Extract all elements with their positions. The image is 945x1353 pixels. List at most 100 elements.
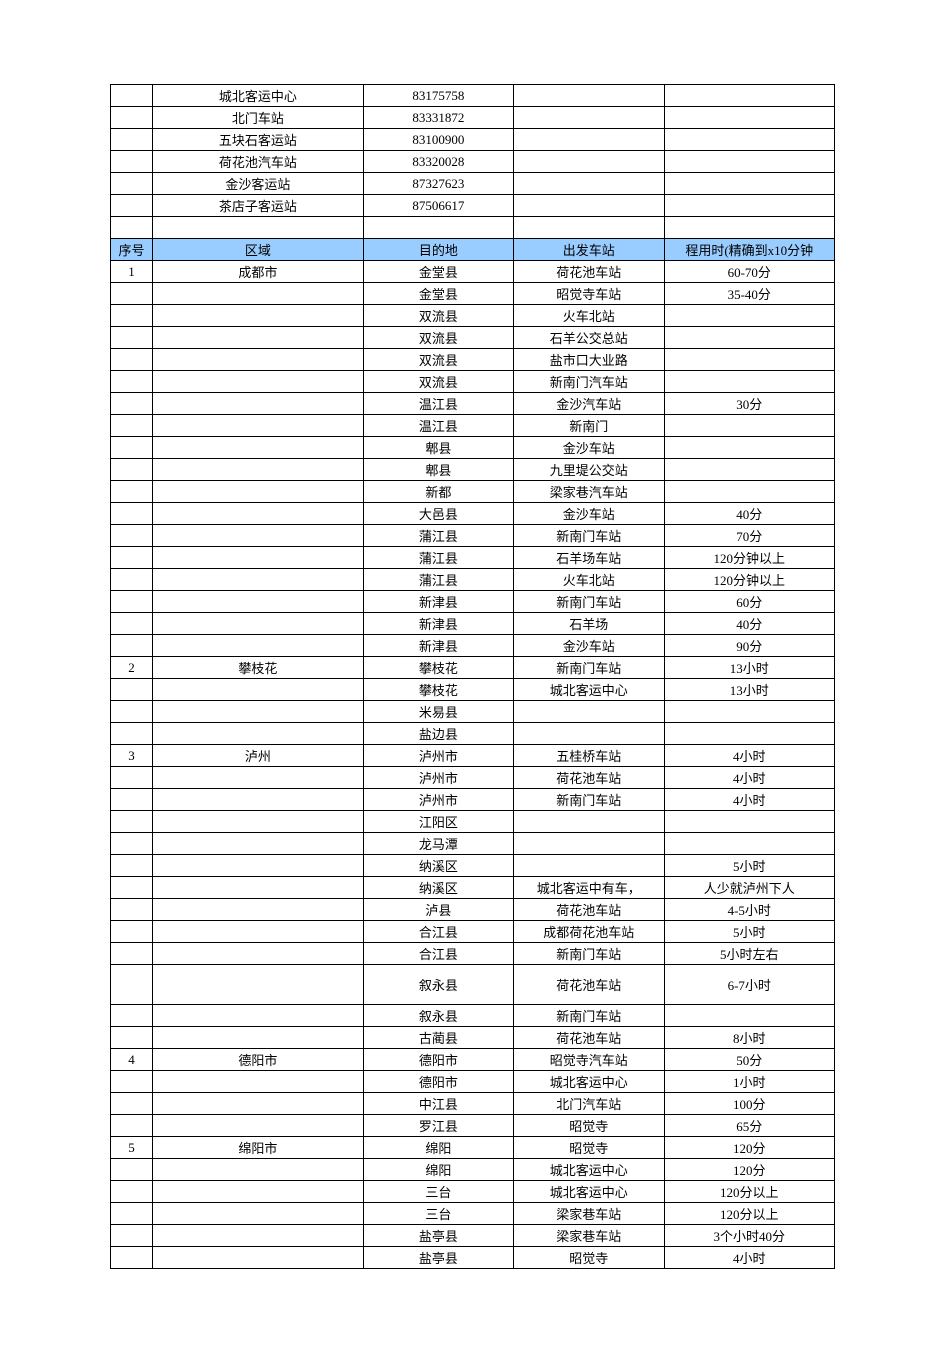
table-cell: 100分	[664, 1093, 835, 1115]
table-cell: 荷花池汽车站	[153, 151, 364, 173]
table-cell	[153, 877, 364, 899]
table-cell	[111, 107, 153, 129]
table-cell: 金堂县	[363, 261, 513, 283]
table-cell	[111, 85, 153, 107]
table-cell: 2	[111, 657, 153, 679]
table-cell: 昭觉寺	[514, 1115, 664, 1137]
table-cell	[111, 569, 153, 591]
table-row: 绵阳城北客运中心120分	[111, 1159, 835, 1181]
table-cell: 120分以上	[664, 1203, 835, 1225]
table-cell	[153, 525, 364, 547]
table-cell: 120分钟以上	[664, 569, 835, 591]
table-cell: 83175758	[363, 85, 513, 107]
table-cell	[111, 349, 153, 371]
table-row: 荷花池汽车站83320028	[111, 151, 835, 173]
table-row: 3泸州泸州市五桂桥车站4小时	[111, 745, 835, 767]
table-row: 纳溪区城北客运中有车，人少就泸州下人	[111, 877, 835, 899]
table-cell	[153, 1247, 364, 1269]
table-cell: 新南门车站	[514, 591, 664, 613]
table-cell: 人少就泸州下人	[664, 877, 835, 899]
table-cell: 罗江县	[363, 1115, 513, 1137]
table-cell: 火车北站	[514, 305, 664, 327]
table-cell	[664, 129, 835, 151]
table-cell	[664, 701, 835, 723]
table-cell: 120分	[664, 1137, 835, 1159]
table-cell: 新南门车站	[514, 789, 664, 811]
table-row: 中江县北门汽车站100分	[111, 1093, 835, 1115]
table-cell	[664, 371, 835, 393]
table-row: 2攀枝花攀枝花新南门车站13小时	[111, 657, 835, 679]
table-cell: 新南门车站	[514, 657, 664, 679]
table-cell	[514, 151, 664, 173]
table-cell	[153, 613, 364, 635]
table-cell: 泸州市	[363, 789, 513, 811]
table-row: 罗江县昭觉寺65分	[111, 1115, 835, 1137]
table-cell	[514, 723, 664, 745]
table-cell	[111, 855, 153, 877]
table-cell: 茶店子客运站	[153, 195, 364, 217]
table-cell: 成都市	[153, 261, 364, 283]
table-cell: 新南门汽车站	[514, 371, 664, 393]
table-cell	[111, 723, 153, 745]
table-cell	[664, 811, 835, 833]
table-cell	[153, 371, 364, 393]
table-cell: 城北客运中心	[514, 1071, 664, 1093]
table-cell: 城北客运中心	[514, 1181, 664, 1203]
table-cell: 双流县	[363, 349, 513, 371]
table-cell	[514, 833, 664, 855]
table-cell: 蒲江县	[363, 569, 513, 591]
table-row: 合江县新南门车站5小时左右	[111, 943, 835, 965]
table-cell: 金沙车站	[514, 503, 664, 525]
table-cell	[111, 481, 153, 503]
table-cell: 50分	[664, 1049, 835, 1071]
table-cell: 87506617	[363, 195, 513, 217]
table-cell	[153, 767, 364, 789]
table-cell: 出发车站	[514, 239, 664, 261]
table-cell: 1小时	[664, 1071, 835, 1093]
table-cell	[111, 415, 153, 437]
table-cell: 4	[111, 1049, 153, 1071]
table-cell: 德阳市	[363, 1049, 513, 1071]
table-cell: 绵阳	[363, 1137, 513, 1159]
table-cell: 120分	[664, 1159, 835, 1181]
table-cell	[111, 635, 153, 657]
table-cell: 梁家巷车站	[514, 1203, 664, 1225]
table-row: 新津县新南门车站60分	[111, 591, 835, 613]
table-cell	[664, 723, 835, 745]
table-row: 德阳市城北客运中心1小时	[111, 1071, 835, 1093]
table-row: 新津县金沙车站90分	[111, 635, 835, 657]
table-cell: 5小时左右	[664, 943, 835, 965]
table-row: 金沙客运站87327623	[111, 173, 835, 195]
table-cell: 双流县	[363, 371, 513, 393]
table-cell	[111, 1071, 153, 1093]
table-cell	[153, 349, 364, 371]
table-cell: 合江县	[363, 943, 513, 965]
table-cell	[153, 217, 364, 239]
table-cell: 叙永县	[363, 1005, 513, 1027]
table-cell	[153, 283, 364, 305]
table-row: 攀枝花城北客运中心13小时	[111, 679, 835, 701]
table-cell: 60-70分	[664, 261, 835, 283]
table-cell	[153, 1027, 364, 1049]
table-cell: 1	[111, 261, 153, 283]
table-row: 泸州市荷花池车站4小时	[111, 767, 835, 789]
table-row: 大邑县金沙车站40分	[111, 503, 835, 525]
table-cell: 120分以上	[664, 1181, 835, 1203]
table-cell: 4小时	[664, 767, 835, 789]
table-cell	[153, 855, 364, 877]
table-cell: 梁家巷车站	[514, 1225, 664, 1247]
table-row: 蒲江县石羊场车站120分钟以上	[111, 547, 835, 569]
table-row: 郫县金沙车站	[111, 437, 835, 459]
table-cell: 60分	[664, 591, 835, 613]
table-cell	[664, 305, 835, 327]
table-cell: 新都	[363, 481, 513, 503]
table-cell	[111, 899, 153, 921]
table-cell: 纳溪区	[363, 877, 513, 899]
table-cell: 盐亭县	[363, 1225, 513, 1247]
table-cell	[153, 1159, 364, 1181]
table-row: 城北客运中心83175758	[111, 85, 835, 107]
table-cell	[153, 547, 364, 569]
table-row: 双流县盐市口大业路	[111, 349, 835, 371]
table-cell	[153, 1203, 364, 1225]
table-cell: 87327623	[363, 173, 513, 195]
